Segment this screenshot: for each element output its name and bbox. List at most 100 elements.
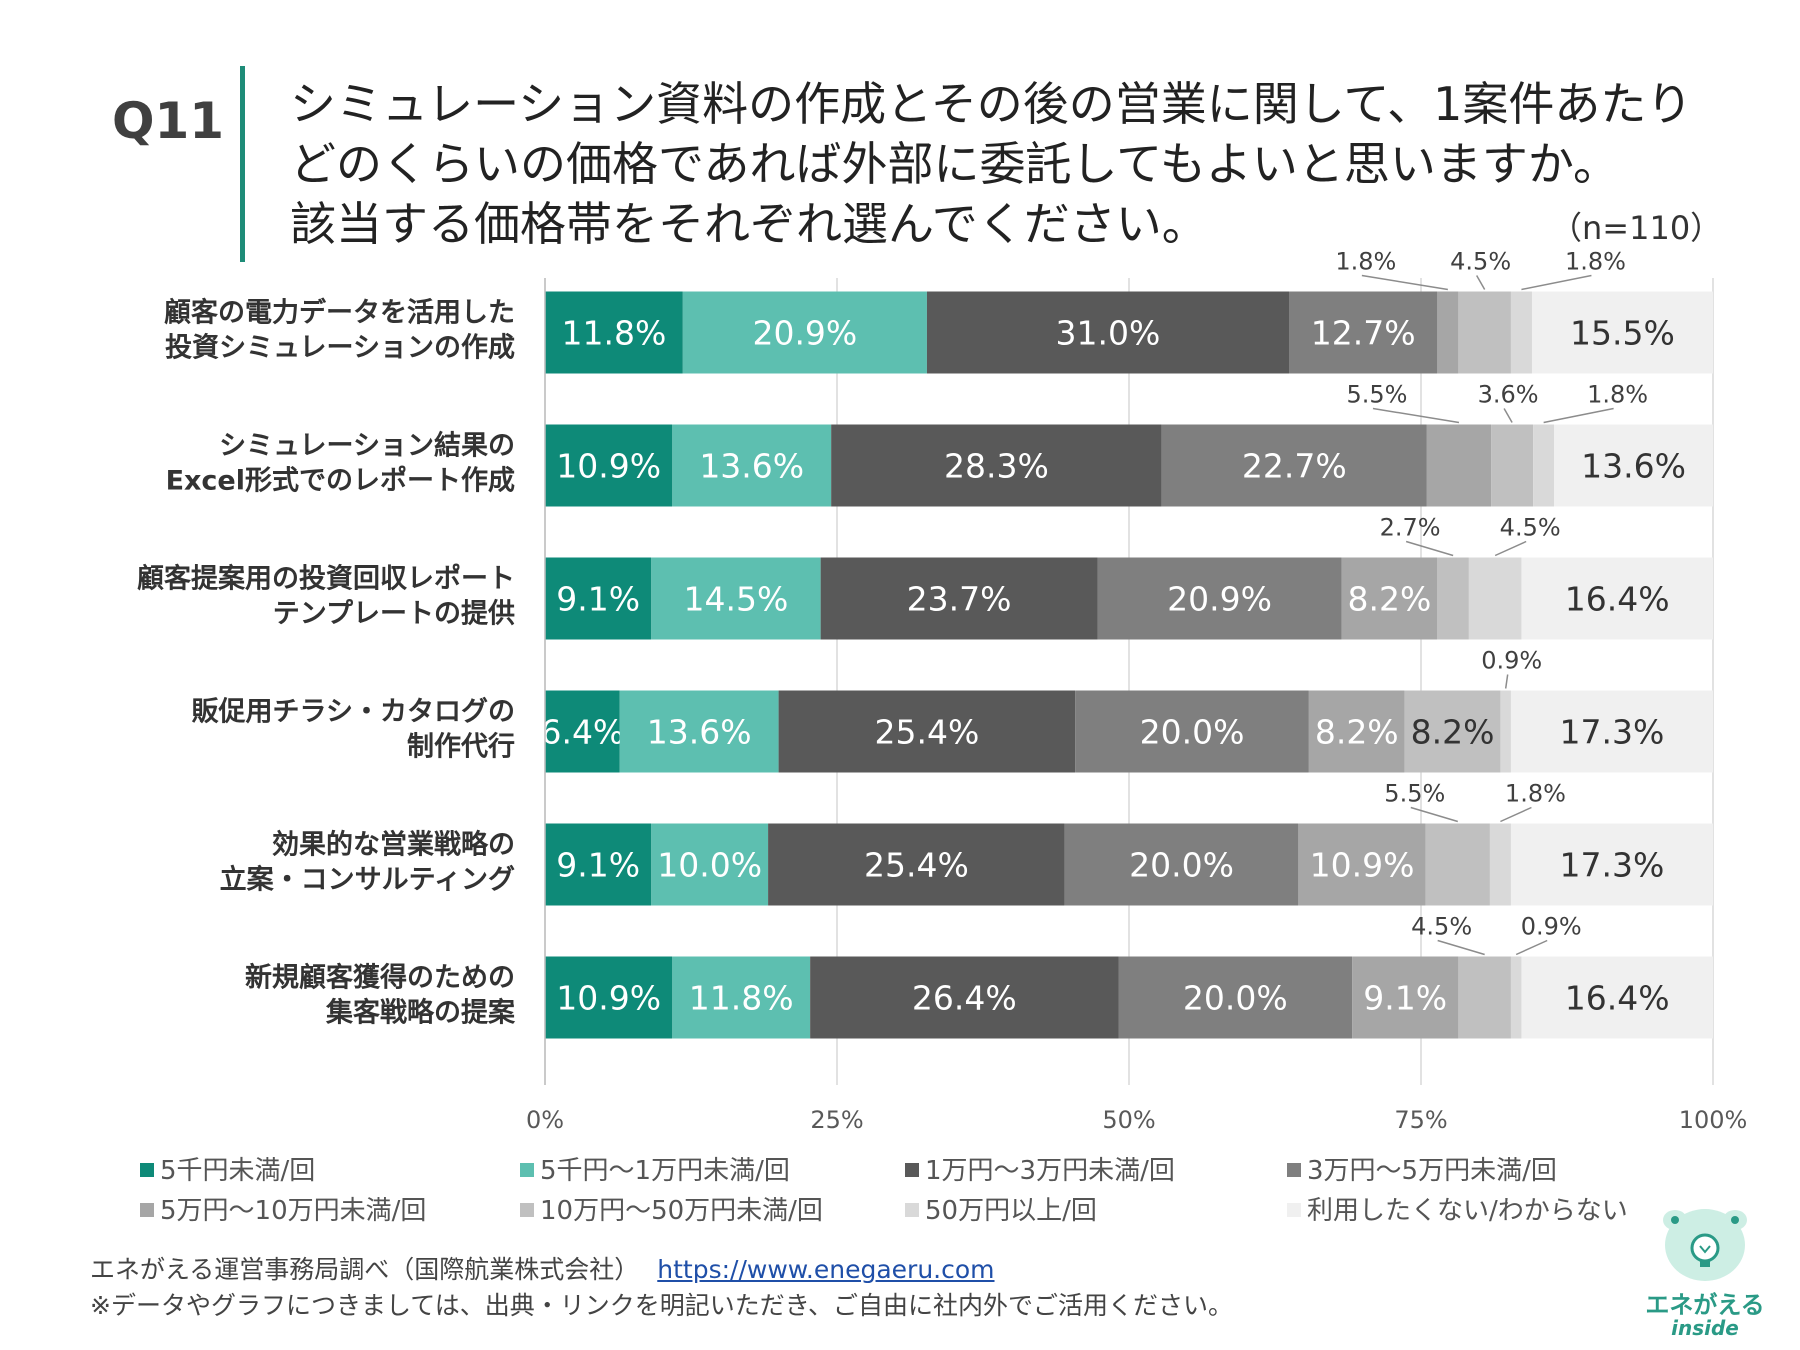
footer: エネがえる運営事務局調べ（国際航業株式会社） https://www.enegae… [90,1252,1233,1324]
bar-segment [545,956,673,1039]
category-label: Excel形式でのレポート作成 [166,466,515,497]
bar-segment [1491,424,1534,507]
category-label: シミュレーション結果の [219,430,515,462]
data-label: 20.9% [752,313,857,352]
data-label: 13.6% [647,712,752,751]
data-label: 28.3% [944,446,1049,485]
bar-segment [1500,690,1511,773]
legend-swatch [520,1202,534,1217]
logo-name: エネがえる [1645,1291,1765,1319]
callout-label: 4.5% [1500,514,1561,542]
data-label: 20.0% [1183,978,1288,1017]
category-label: 顧客の電力データを活用した [164,297,515,329]
legend-item: 1万円～3万円未満/回 [905,1150,1175,1187]
bar-segment [545,823,652,906]
enegaeru-logo-icon [1663,1209,1747,1281]
legend-item: 5万円～10万円未満/回 [140,1190,426,1227]
bar-segment [1468,557,1522,640]
x-tick-label: 50% [1102,1106,1155,1134]
callout-label: 0.9% [1521,913,1582,941]
bar-segment [831,424,1162,507]
data-label: 31.0% [1056,313,1161,352]
data-label: 9.1% [556,579,640,618]
data-label: 9.1% [556,845,640,884]
callout-leader [1410,806,1459,823]
callout-label: 2.7% [1380,514,1441,542]
bar-segment [1510,823,1713,906]
data-label: 22.7% [1242,446,1347,485]
data-label: 10.9% [556,978,661,1017]
bar-segment [1161,424,1427,507]
data-label: 17.3% [1560,845,1665,884]
data-label: 10.9% [1310,845,1415,884]
source-link[interactable]: https://www.enegaeru.com [657,1255,995,1284]
stacked-bar-chart: 0% 25% 50% 75% 100% 顧客の電力データを活用した投資シミュレーションの作… [137,248,1747,1135]
bar-segment [672,956,811,1039]
callout-leader [1503,408,1513,423]
callout-label: 3.6% [1478,381,1539,409]
bar-segment [1352,956,1459,1039]
bar-segment [1064,823,1299,906]
callout-label: 1.8% [1587,381,1648,409]
callout-label: 1.8% [1505,780,1566,808]
legend-label: 1万円～3万円未満/回 [925,1156,1175,1186]
bar-segment [1458,291,1511,374]
data-label: 10.9% [556,446,661,485]
bar-segment [1437,291,1459,374]
callout-leader [1504,674,1509,689]
callout-label: 4.5% [1450,248,1511,276]
data-label: 6.4% [540,712,624,751]
bar-segment [1521,956,1713,1039]
callout-leader [1494,540,1527,557]
bar-segment [1437,557,1469,640]
legend-swatch [1287,1202,1301,1217]
bar-segment [1075,690,1309,773]
callout-leader [1543,407,1614,424]
bar-segment [1308,690,1405,773]
data-label: 14.5% [684,579,789,618]
data-label: 8.2% [1411,712,1495,751]
bar-segment [1298,823,1426,906]
legend-label: 5千円～1万円未満/回 [540,1156,790,1186]
data-label: 8.2% [1315,712,1399,751]
legend-label: 50万円以上/回 [925,1196,1097,1226]
callout-label: 1.8% [1565,248,1626,276]
bar-segment [1489,823,1511,906]
question-title: シミュレーション資料の作成とその後の営業に関して、1案件あたり どのくらいの価格… [290,74,1730,254]
bar-segment [1289,291,1438,374]
legend-label: 5万円～10万円未満/回 [160,1196,427,1226]
data-label: 9.1% [1363,978,1447,1017]
data-label: 13.6% [699,446,804,485]
bar-segment [778,690,1076,773]
legend-item: 3万円～5万円未満/回 [1287,1150,1557,1187]
category-label: 効果的な営業戦略の [272,829,515,861]
bar-segment [1510,956,1522,1039]
bar-segment [1097,557,1342,640]
callout-leader [1521,274,1592,291]
x-tick-label: 75% [1394,1106,1447,1134]
category-label: 制作代行 [407,731,515,763]
callout-leader [1515,939,1548,956]
bar-segment [545,690,620,773]
data-label: 13.6% [1581,446,1686,485]
bar-segment [1531,291,1713,374]
data-label: 25.4% [864,845,969,884]
question-number: Q11 [112,92,225,150]
data-label: 20.9% [1167,579,1272,618]
bar-segment [1118,956,1353,1039]
bar-segment [1341,557,1438,640]
bar-segment [619,690,779,773]
bar-segment [1510,291,1532,374]
bar-segment [651,823,769,906]
bar-segment [1533,424,1555,507]
legend-label: 3万円～5万円未満/回 [1307,1156,1557,1186]
callout-label: 1.8% [1335,248,1396,276]
data-label: 16.4% [1565,579,1670,618]
bar-segment [651,557,821,640]
legend-label: 利用したくない/わからない [1307,1196,1628,1226]
legend-item: 10万円～50万円未満/回 [520,1190,823,1227]
data-label: 17.3% [1560,712,1665,751]
data-label: 15.5% [1570,313,1675,352]
sample-size: （n=110） [1550,209,1723,247]
x-tick-label: 25% [810,1106,863,1134]
